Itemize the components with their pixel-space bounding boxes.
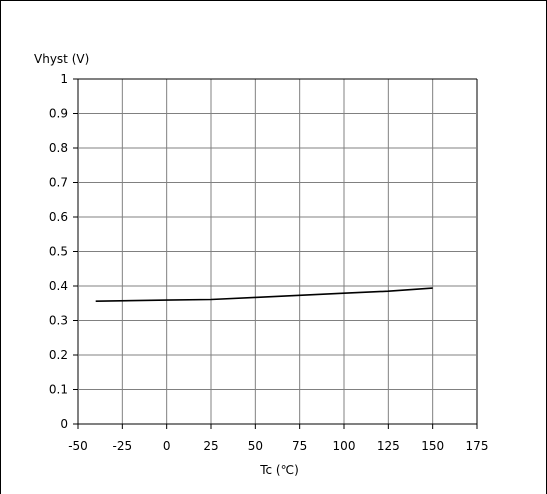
x-tick-label: 75	[292, 439, 307, 453]
x-tick-label: 125	[377, 439, 400, 453]
series-group	[95, 287, 433, 302]
y-tick-label: 0.5	[49, 245, 68, 259]
x-tick-label: -50	[68, 439, 88, 453]
x-tick-label: 25	[203, 439, 218, 453]
x-tick-label: -25	[113, 439, 133, 453]
x-tick-label: 0	[163, 439, 171, 453]
grid	[77, 78, 478, 425]
x-tick-label: 50	[248, 439, 263, 453]
y-tick-label: 0.6	[49, 210, 68, 224]
ticks: -50 -25 0 25 50 75 100 125 150 175 0 0.1 0.2 0.3 0.4 0.…	[49, 72, 489, 453]
y-tick-label: 0.9	[49, 107, 68, 121]
x-tick-label: 150	[421, 439, 444, 453]
x-axis-label: Tc (℃)	[259, 463, 299, 477]
y-tick-label: 0.4	[49, 279, 68, 293]
y-axis-label: Vhyst (V)	[34, 52, 89, 66]
y-tick-label: 0.1	[49, 383, 68, 397]
series-line	[95, 287, 433, 302]
y-tick-label: 0.8	[49, 141, 68, 155]
y-tick-label: 0.7	[49, 176, 68, 190]
y-tick-label: 0.3	[49, 314, 68, 328]
x-tick-label: 175	[466, 439, 489, 453]
y-tick-label: 0.2	[49, 348, 68, 362]
y-tick-label: 1	[60, 72, 68, 86]
y-tick-label: 0	[60, 417, 68, 431]
x-tick-label: 100	[333, 439, 356, 453]
